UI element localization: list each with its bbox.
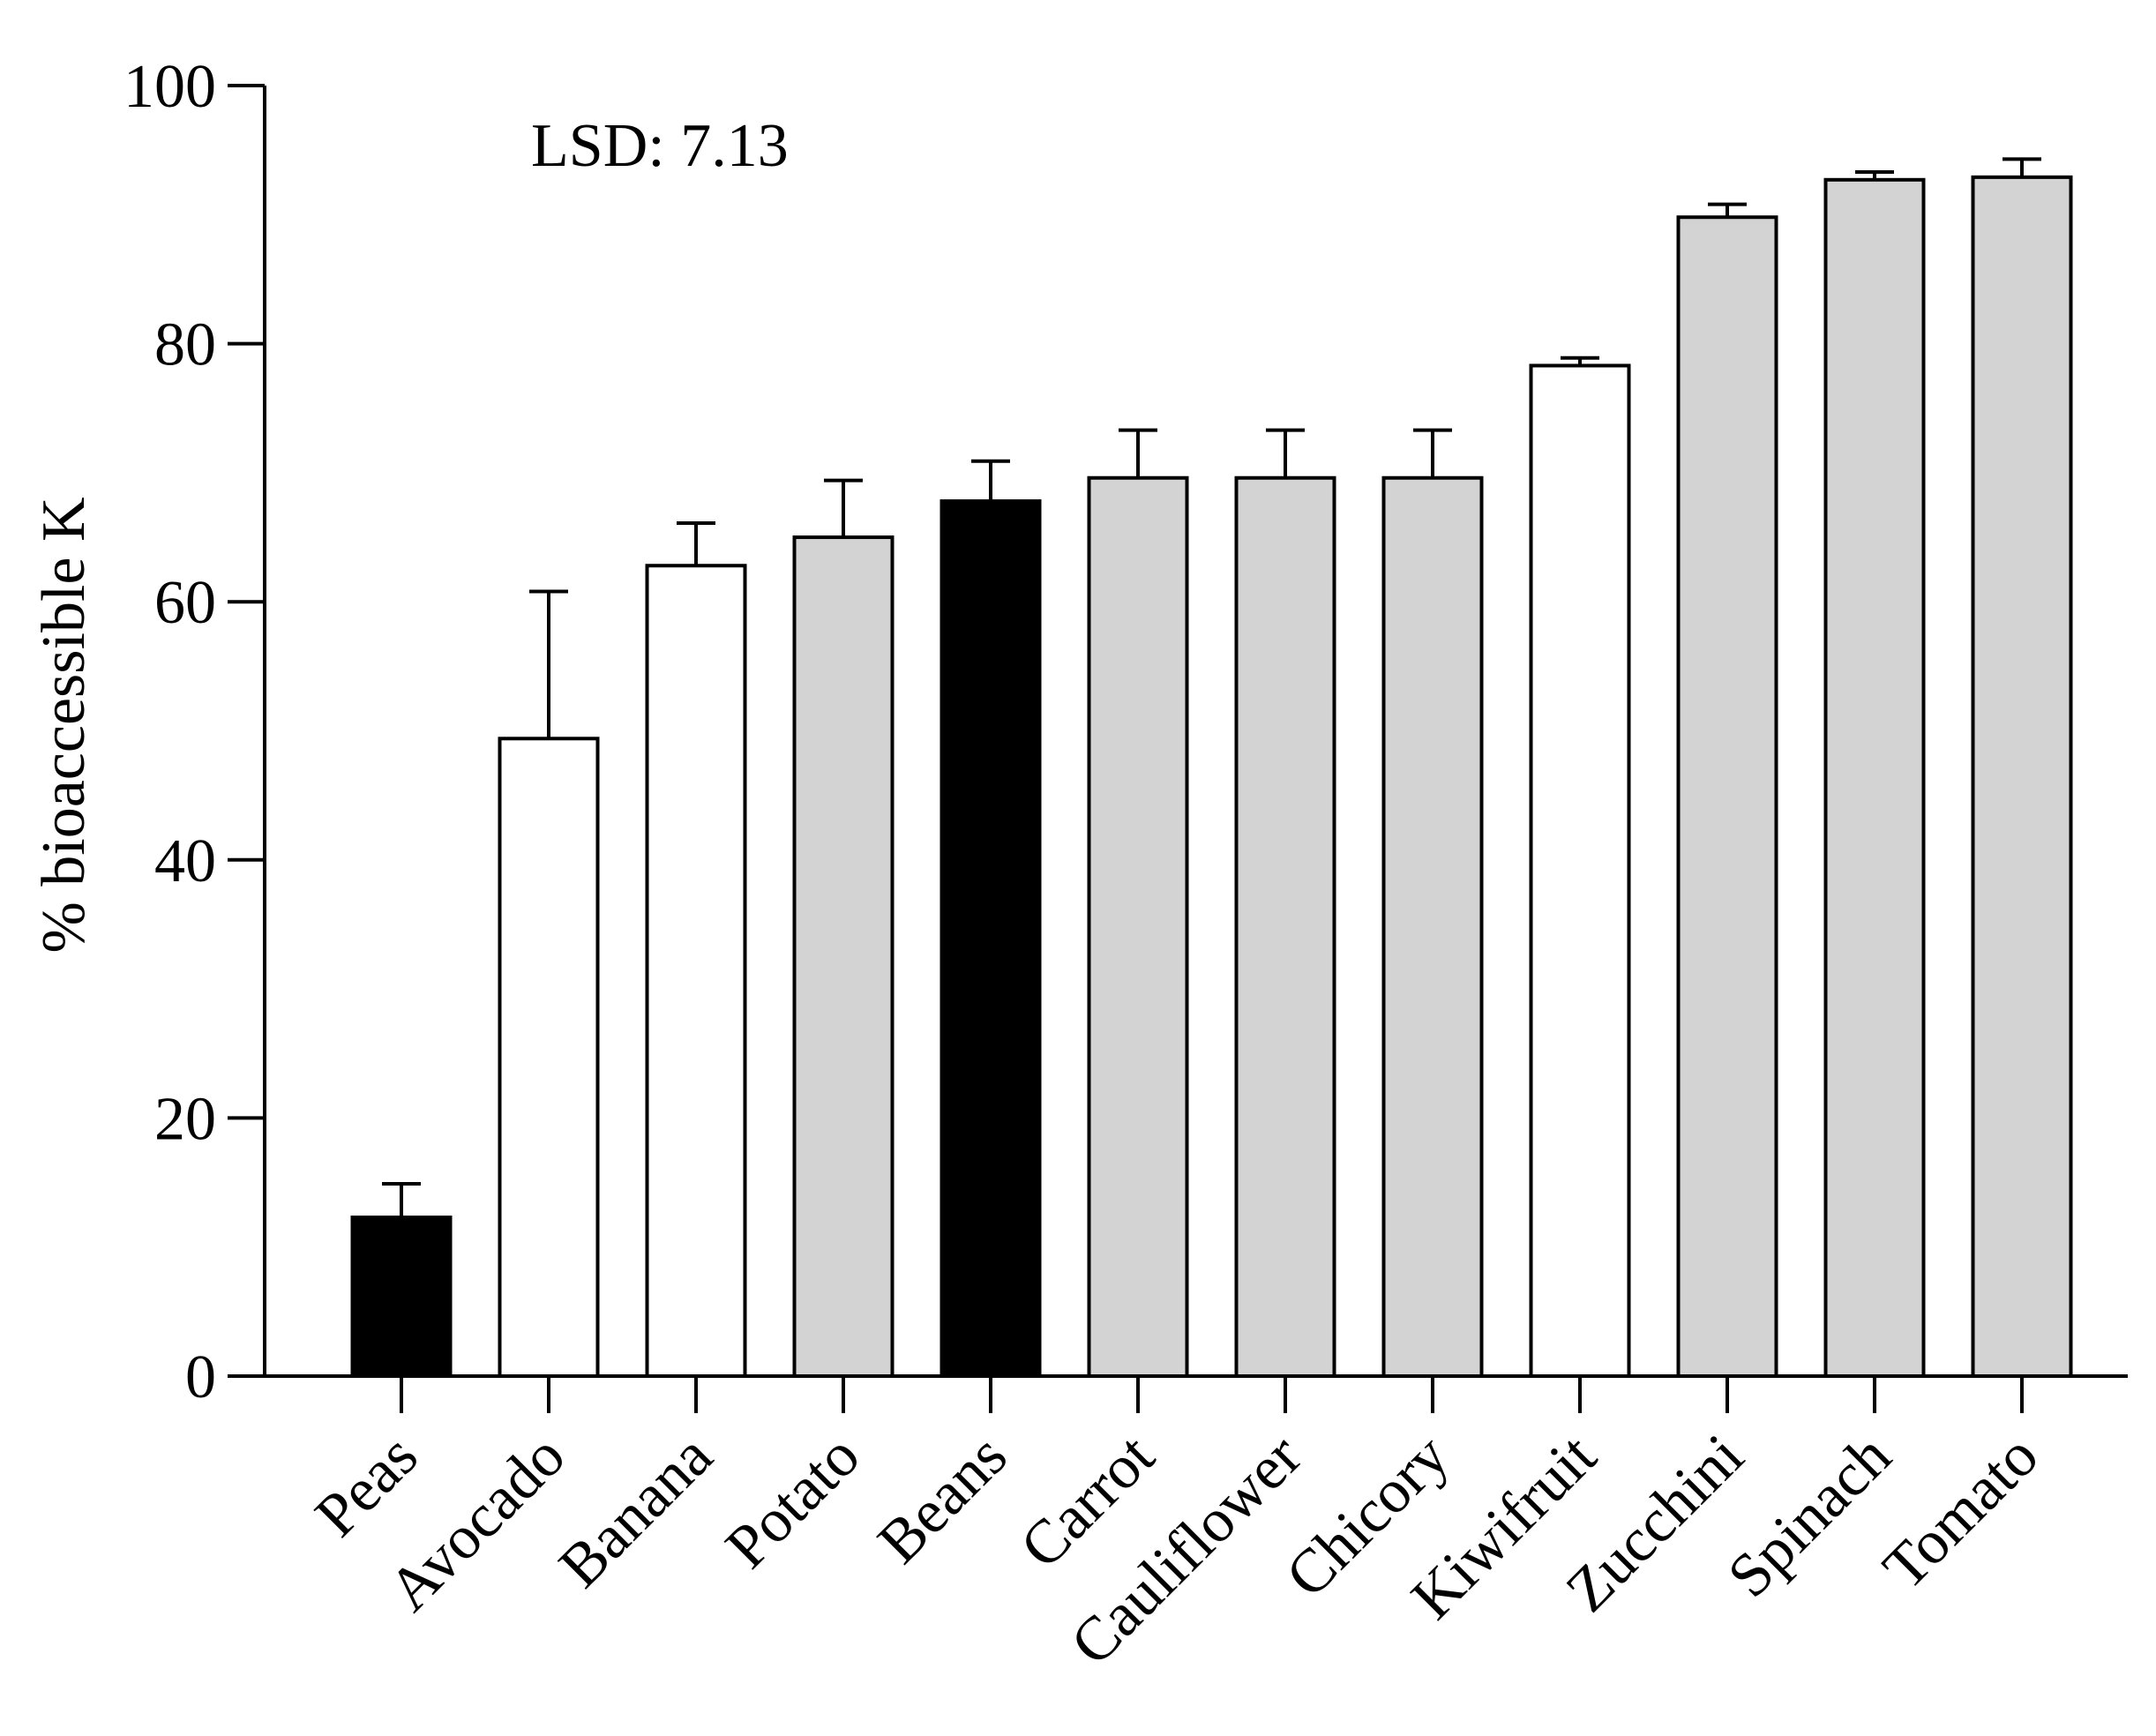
bars-group: [350, 175, 2073, 1379]
y-tick-label-60: 60: [154, 569, 216, 637]
bar-chicory: [1381, 475, 1484, 1378]
bar-spinach: [1823, 177, 1926, 1379]
bar-banana: [645, 564, 747, 1378]
y-tick-label-40: 40: [154, 827, 216, 895]
x-tick-label-banana: Banana: [546, 1422, 725, 1601]
bar-zucchini: [1676, 215, 1778, 1379]
bar-carrot: [1087, 475, 1189, 1378]
bar-tomato: [1971, 175, 2073, 1378]
y-tick-label-0: 0: [185, 1343, 216, 1411]
y-tick-label-20: 20: [154, 1085, 216, 1153]
bar-avocado: [498, 737, 600, 1378]
axes-group: [228, 84, 2128, 1413]
y-axis-title: % bioaccessible K: [30, 497, 98, 953]
x-tick-label-peas: Peas: [303, 1422, 430, 1550]
bar-cauliflower: [1234, 475, 1336, 1378]
bar-beans: [940, 499, 1042, 1378]
error-bars-group: [382, 157, 2041, 1218]
bar-kiwifruit: [1529, 363, 1631, 1379]
x-tick-label-potato: Potato: [713, 1422, 872, 1582]
bar-peas: [350, 1216, 453, 1379]
bar-potato: [792, 535, 895, 1378]
y-tick-label-80: 80: [154, 311, 216, 379]
x-tick-label-spinach: Spinach: [1715, 1422, 1904, 1611]
y-tick-label-100: 100: [124, 53, 216, 121]
x-tick-label-tomato: Tomato: [1870, 1422, 2051, 1603]
lsd-annotation: LSD: 7.13: [531, 112, 789, 180]
x-tick-label-beans: Beans: [865, 1422, 1020, 1576]
